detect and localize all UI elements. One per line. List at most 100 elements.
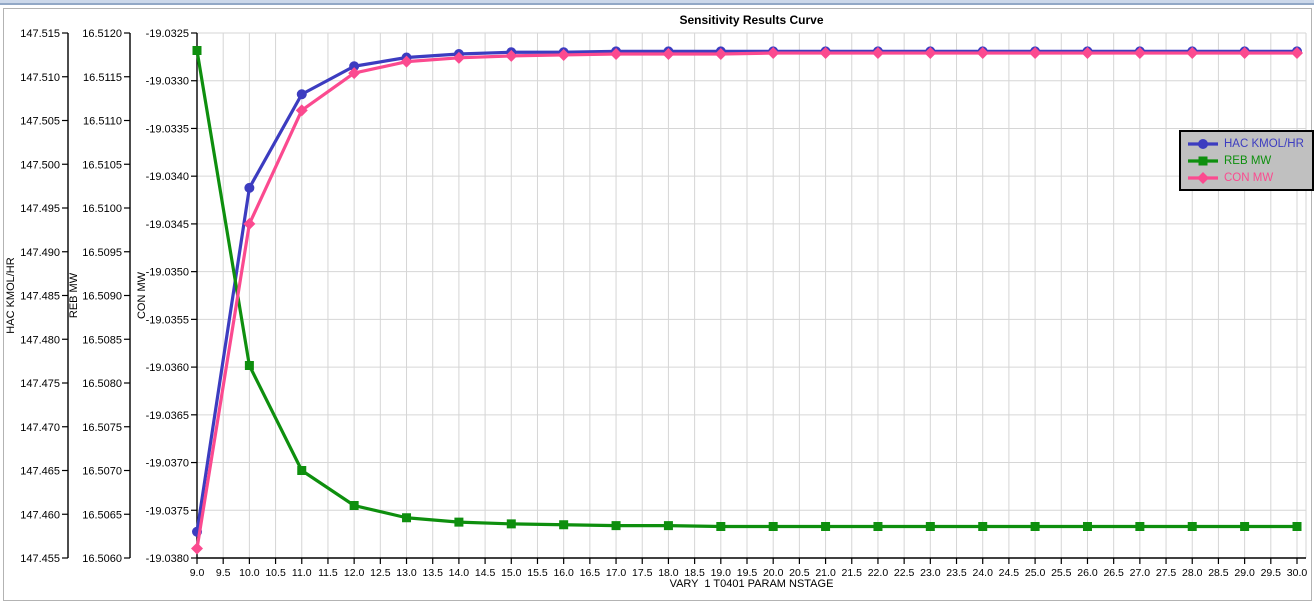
data-point-diamond <box>819 47 832 60</box>
legend-label: CON MW <box>1224 171 1274 184</box>
x-tick-label: 22.0 <box>868 567 889 579</box>
data-point-square <box>873 522 883 531</box>
data-point-square <box>349 501 359 510</box>
x-tick-label: 13.0 <box>396 567 417 579</box>
y-tick-label: 16.5060 <box>82 553 122 565</box>
data-point-square <box>978 522 988 531</box>
data-point-square <box>559 520 569 530</box>
y-tick-label: -19.0335 <box>146 123 189 135</box>
y-tick-label: 16.5110 <box>83 116 122 128</box>
x-tick-label: 19.0 <box>711 567 732 579</box>
data-point-diamond <box>662 48 675 60</box>
data-point-diamond <box>1238 47 1251 60</box>
data-point-square <box>244 361 254 370</box>
data-point-circle <box>349 61 360 72</box>
y-tick-label: 147.480 <box>20 334 60 346</box>
data-point-square <box>1292 522 1302 531</box>
legend-square-icon <box>1188 156 1218 165</box>
y-tick-label: -19.0375 <box>146 505 189 517</box>
x-tick-label: 29.5 <box>1261 567 1282 579</box>
y-tick-label: 16.5075 <box>82 422 122 434</box>
window-top-highlight <box>0 0 1314 3</box>
x-tick-label: 9.5 <box>216 567 231 579</box>
x-tick-label: 10.0 <box>239 567 260 579</box>
y-tick-label: 16.5080 <box>82 378 122 390</box>
x-tick-label: 23.0 <box>920 567 941 579</box>
x-tick-label: 23.5 <box>946 567 967 579</box>
legend-label: REB MW <box>1224 154 1272 167</box>
y-tick-label: 147.470 <box>20 422 60 434</box>
y-tick-label: 16.5070 <box>82 466 122 478</box>
data-point-diamond <box>243 217 256 230</box>
y-tick-label: 147.490 <box>20 247 60 259</box>
y-tick-label: 16.5085 <box>82 334 122 346</box>
x-tick-label: 15.5 <box>527 567 548 579</box>
x-tick-label: 12.5 <box>370 567 391 579</box>
x-tick-label: 12.0 <box>344 567 365 579</box>
y-tick-label: -19.0325 <box>146 28 189 40</box>
x-tick-label: 16.5 <box>580 567 601 579</box>
data-point-square <box>716 522 726 531</box>
y-tick-label: 16.5065 <box>82 509 122 521</box>
y-axis-title: CON MW <box>136 271 148 319</box>
y-tick-label: 16.5100 <box>82 203 122 215</box>
y-tick-label: -19.0345 <box>146 219 189 231</box>
data-point-diamond <box>924 47 937 60</box>
x-tick-label: 11.5 <box>318 567 338 579</box>
data-point-square <box>1240 522 1250 531</box>
data-point-square <box>402 513 412 523</box>
data-point-diamond <box>1133 47 1146 60</box>
data-point-diamond <box>610 48 623 60</box>
legend-item-reb-mw: REB MW <box>1186 152 1304 169</box>
x-tick-label: 21.5 <box>842 567 863 579</box>
x-tick-label: 22.5 <box>894 567 915 579</box>
data-point-diamond <box>976 47 989 60</box>
y-tick-label: -19.0365 <box>146 410 189 422</box>
x-tick-label: 9.0 <box>190 567 205 579</box>
y-tick-label: -19.0340 <box>146 171 189 183</box>
series-line-reb-mw <box>195 48 1299 529</box>
y-tick-label: 147.455 <box>20 553 60 565</box>
legend-label: HAC KMOL/HR <box>1224 137 1304 150</box>
chart-legend[interactable]: HAC KMOL/HR REB MW CON MW <box>1179 130 1314 191</box>
y-tick-label: 147.465 <box>20 466 60 478</box>
data-point-diamond <box>767 47 780 60</box>
x-tick-label: 14.5 <box>475 567 496 579</box>
x-tick-label: 17.5 <box>632 567 653 579</box>
x-tick-label: 27.0 <box>1130 567 1151 579</box>
x-axis-title: VARY 1 T0401 PARAM NSTAGE <box>669 578 834 590</box>
data-point-circle <box>296 89 307 100</box>
data-point-square <box>1082 522 1092 531</box>
y-tick-label: -19.0355 <box>146 314 189 326</box>
data-point-square <box>611 521 621 531</box>
chart-title: Sensitivity Results Curve <box>679 13 824 27</box>
x-tick-label: 10.5 <box>265 567 286 579</box>
y-tick-label: 16.5095 <box>82 247 122 259</box>
legend-circle-icon <box>1188 138 1218 149</box>
x-tick-label: 25.0 <box>1025 567 1046 579</box>
x-tick-label: 19.5 <box>737 567 758 579</box>
x-tick-label: 16.0 <box>553 567 574 579</box>
x-tick-label: 20.5 <box>789 567 810 579</box>
x-tick-label: 18.5 <box>684 567 705 579</box>
y-tick-label: 147.500 <box>20 159 60 171</box>
x-tick-label: 26.0 <box>1077 567 1098 579</box>
y-tick-label: -19.0360 <box>146 362 189 374</box>
y-tick-label: -19.0330 <box>146 76 189 88</box>
y-tick-label: -19.0370 <box>146 458 189 470</box>
x-tick-label: 15.0 <box>501 567 522 579</box>
y-tick-label: 147.460 <box>20 509 60 521</box>
x-tick-label: 13.5 <box>422 567 443 579</box>
y-tick-label: 16.5090 <box>82 291 122 303</box>
data-point-diamond <box>714 48 727 60</box>
y-tick-label: 147.515 <box>20 28 60 40</box>
series-line-hac-kmol-hr <box>195 49 1299 534</box>
data-point-diamond <box>1081 47 1094 60</box>
x-tick-label: 14.0 <box>449 567 470 579</box>
data-point-diamond <box>505 49 518 62</box>
legend-item-con-mw: CON MW <box>1186 169 1304 186</box>
x-tick-label: 28.0 <box>1182 567 1203 579</box>
x-tick-label: 30.0 <box>1287 567 1308 579</box>
data-point-diamond <box>1291 47 1303 60</box>
y-tick-label: 147.495 <box>20 203 60 215</box>
